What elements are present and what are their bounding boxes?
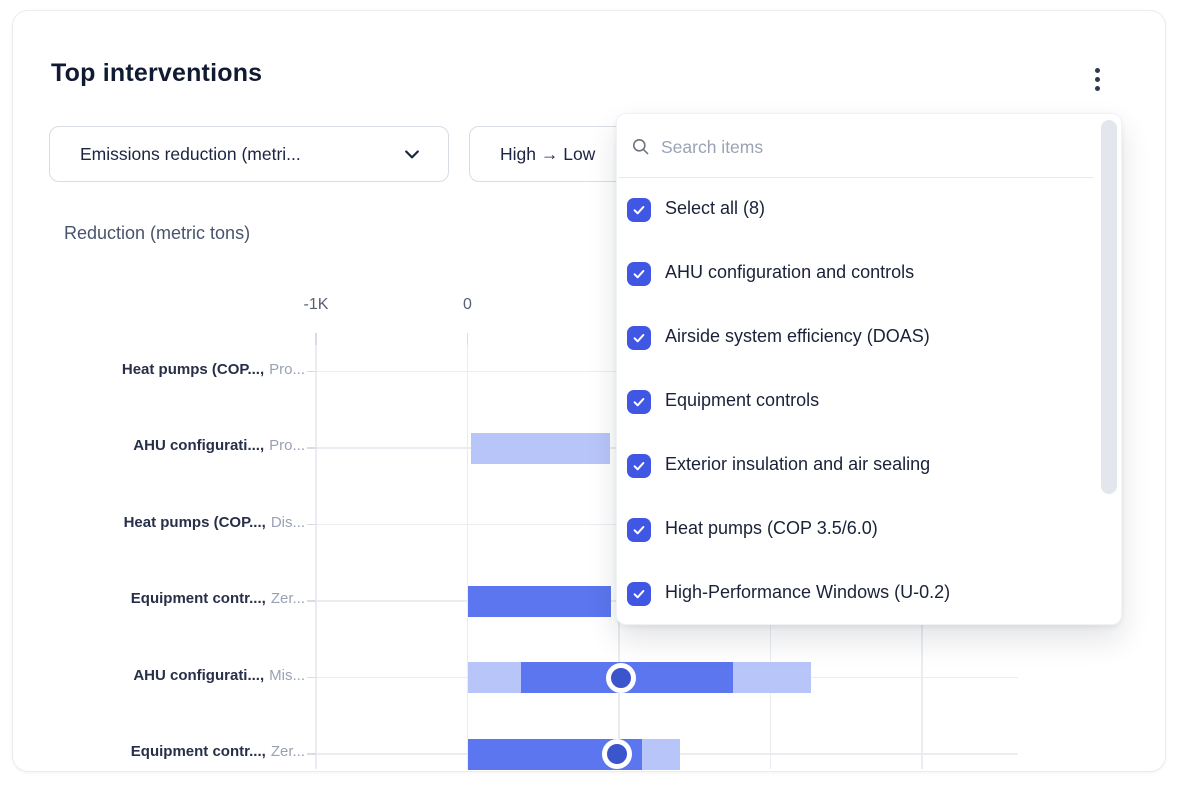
divider	[618, 177, 1094, 178]
marker-dot[interactable]	[605, 662, 636, 693]
kebab-dot	[1094, 85, 1100, 91]
sort-dropdown-value: High → Low	[500, 143, 596, 164]
checkbox-checked-icon[interactable]	[627, 198, 651, 222]
kebab-menu-button[interactable]	[1085, 59, 1109, 99]
kebab-dot	[1094, 67, 1100, 73]
dropdown-item[interactable]: Heat pumps (COP 3.5/6.0)	[617, 498, 1121, 562]
dropdown-item-label: AHU configuration and controls	[665, 262, 915, 282]
bar-segment-light[interactable]	[642, 738, 680, 770]
dropdown-item-label: High-Performance Windows (U-0.2)	[665, 582, 951, 602]
bar-segment-light[interactable]	[471, 432, 610, 464]
checkbox-checked-icon[interactable]	[627, 518, 651, 542]
dropdown-item-label: Heat pumps (COP 3.5/6.0)	[665, 518, 878, 538]
search-row	[617, 114, 1121, 178]
checkbox-checked-icon[interactable]	[627, 582, 651, 606]
marker-dot[interactable]	[602, 739, 633, 769]
dropdown-item-label: Equipment controls	[665, 390, 820, 410]
checkbox-checked-icon[interactable]	[627, 390, 651, 414]
metric-dropdown-value: Emissions reduction (metri...	[80, 143, 301, 164]
chart-axis-title: Reduction (metric tons)	[64, 223, 251, 243]
checkbox-checked-icon[interactable]	[627, 262, 651, 286]
dropdown-item[interactable]: Airside system efficiency (DOAS)	[617, 306, 1121, 370]
dropdown-item[interactable]: Select all (8)	[617, 178, 1121, 242]
search-icon	[632, 138, 649, 155]
dropdown-item[interactable]: High-Performance Windows (U-0.2)	[617, 562, 1121, 626]
checkbox-checked-icon[interactable]	[627, 454, 651, 478]
chevron-down-icon	[405, 150, 419, 159]
bar-segment-light[interactable]	[468, 662, 522, 693]
bar-segment-light[interactable]	[733, 662, 811, 693]
scrollbar-thumb[interactable]	[1101, 120, 1117, 494]
card-title: Top interventions	[51, 59, 263, 87]
checkbox-checked-icon[interactable]	[627, 326, 651, 350]
dropdown-item-label: Airside system efficiency (DOAS)	[665, 326, 930, 346]
dropdown-item[interactable]: AHU configuration and controls	[617, 242, 1121, 306]
filter-dropdown-panel: Select all (8) AHU configuration and cont…	[616, 113, 1122, 625]
kebab-dot	[1094, 76, 1100, 82]
metric-dropdown[interactable]: Emissions reduction (metri...	[49, 126, 449, 182]
dropdown-item-label: Exterior insulation and air sealing	[665, 454, 931, 474]
search-input[interactable]	[659, 128, 1063, 166]
dropdown-item[interactable]: Equipment controls	[617, 370, 1121, 434]
dropdown-item-label: Select all (8)	[665, 198, 766, 218]
dropdown-item[interactable]: Exterior insulation and air sealing	[617, 434, 1121, 498]
bar-segment-dark[interactable]	[468, 585, 612, 617]
